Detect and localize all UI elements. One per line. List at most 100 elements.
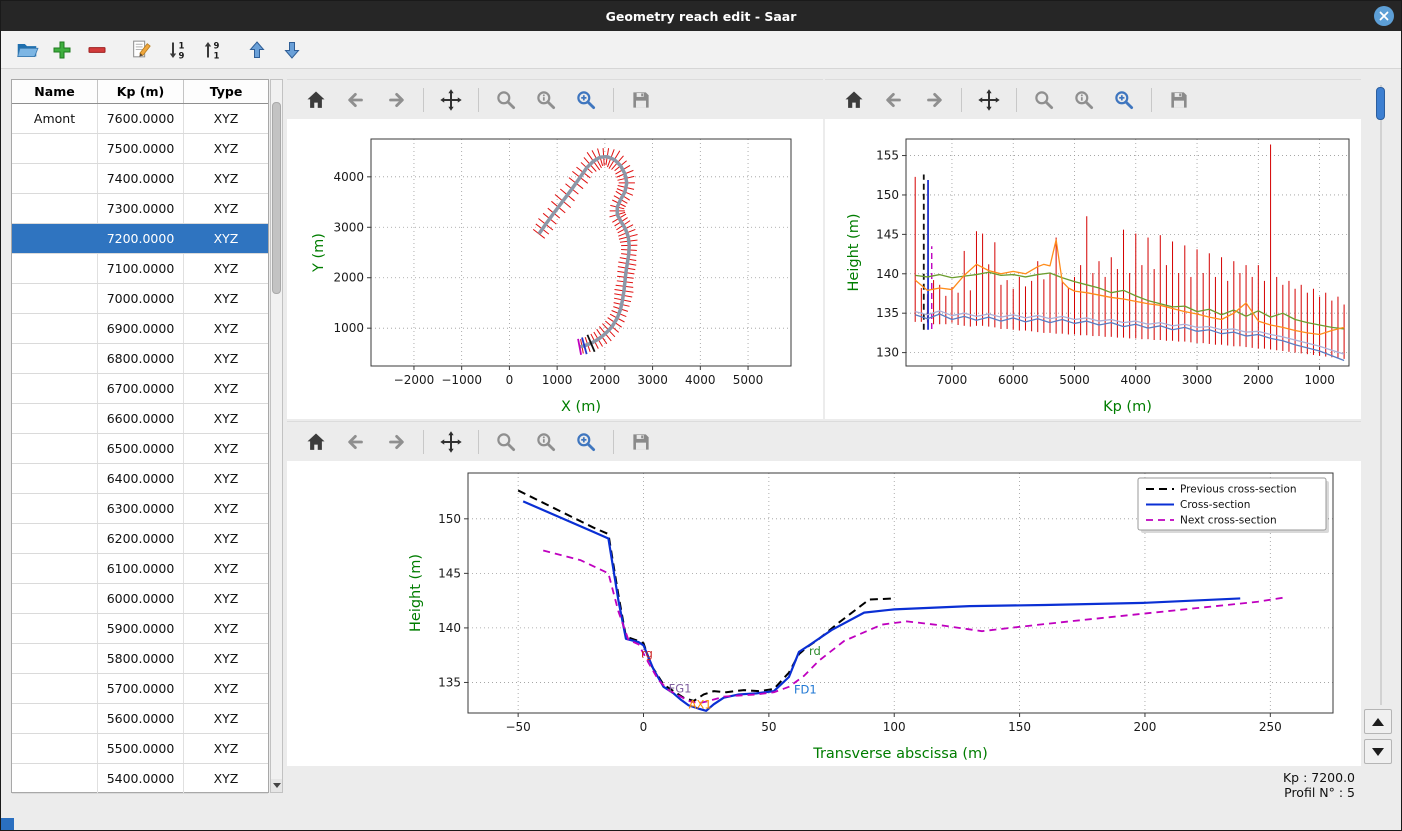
table-cell — [12, 584, 97, 613]
table-cell: 7500.0000 — [97, 134, 184, 163]
table-row[interactable]: 6800.0000 XYZ — [12, 344, 268, 374]
save-button[interactable] — [1166, 87, 1192, 113]
table-row[interactable]: 6900.0000 XYZ — [12, 314, 268, 344]
table-row[interactable]: Amont 7600.0000 XYZ — [12, 104, 268, 134]
pan-button[interactable] — [976, 87, 1002, 113]
table-cell: 5700.0000 — [97, 674, 184, 703]
table-row[interactable]: 7400.0000 XYZ — [12, 164, 268, 194]
previous-profile-button[interactable] — [1364, 709, 1392, 734]
table-row[interactable]: 6600.0000 XYZ — [12, 404, 268, 434]
table-cell: XYZ — [213, 531, 239, 546]
close-button[interactable] — [1374, 6, 1394, 26]
back-button[interactable] — [343, 87, 369, 113]
table-scrollbar-down-button[interactable] — [271, 779, 282, 792]
up-triangle-icon — [1372, 717, 1384, 726]
table-cell — [12, 494, 97, 523]
table-scrollbar-thumb[interactable] — [272, 102, 281, 294]
back-button[interactable] — [881, 87, 907, 113]
pan-button[interactable] — [438, 429, 464, 455]
table-cell — [12, 614, 97, 643]
table-row[interactable]: 5500.0000 XYZ — [12, 734, 268, 764]
move-down-button[interactable] — [278, 36, 305, 63]
forward-button[interactable] — [383, 87, 409, 113]
table-row[interactable]: 5600.0000 XYZ — [12, 704, 268, 734]
sort-descending-icon: 91 — [204, 41, 219, 61]
table-cell — [12, 344, 97, 373]
home-icon — [307, 90, 325, 108]
svg-text:140: 140 — [876, 267, 899, 281]
column-header-name[interactable]: Name — [34, 84, 75, 99]
remove-button[interactable] — [83, 36, 110, 63]
table-row[interactable]: 6400.0000 XYZ — [12, 464, 268, 494]
zoom-button[interactable] — [1031, 87, 1057, 113]
plan-view-figure[interactable]: −2000 −1000 0 1000 2000 3000 4000 5000 1000 2000 3… — [287, 119, 823, 419]
table-cell: 5800.0000 — [97, 644, 184, 673]
column-header-type[interactable]: Type — [209, 84, 243, 99]
table-row[interactable]: 6700.0000 XYZ — [12, 374, 268, 404]
save-button[interactable] — [628, 429, 654, 455]
table-row[interactable]: 7000.0000 XYZ — [12, 284, 268, 314]
table-row[interactable]: 6000.0000 XYZ — [12, 584, 268, 614]
open-button[interactable] — [13, 36, 40, 63]
table-row[interactable]: 6100.0000 XYZ — [12, 554, 268, 584]
table-cell — [12, 434, 97, 463]
table-row[interactable]: 6300.0000 XYZ — [12, 494, 268, 524]
cross-section-figure[interactable]: −50 0 50 100 150 200 250 135 140 145 150 Transverse… — [287, 461, 1361, 766]
svg-text:135: 135 — [876, 306, 899, 320]
svg-text:Next cross-section: Next cross-section — [1180, 515, 1277, 527]
column-header-kp[interactable]: Kp (m) — [97, 80, 184, 103]
forward-button[interactable] — [383, 429, 409, 455]
save-button[interactable] — [628, 87, 654, 113]
table-cell: XYZ — [213, 501, 239, 516]
table-row[interactable]: 5700.0000 XYZ — [12, 674, 268, 704]
toolbar-separator — [961, 87, 962, 112]
move-up-button[interactable] — [243, 36, 270, 63]
table-cell — [12, 254, 97, 283]
table-cell: XYZ — [213, 201, 239, 216]
table-row[interactable]: 7200.0000 XYZ — [12, 224, 268, 254]
table-row[interactable]: 5800.0000 XYZ — [12, 644, 268, 674]
right-slider-track[interactable] — [1380, 85, 1382, 705]
toolbar-separator — [1016, 87, 1017, 112]
pan-button[interactable] — [438, 87, 464, 113]
down-triangle-icon — [272, 783, 281, 788]
home-button[interactable] — [841, 87, 867, 113]
zoom-rect-button[interactable] — [1111, 87, 1137, 113]
table-row[interactable]: 7300.0000 XYZ — [12, 194, 268, 224]
table-row[interactable]: 7100.0000 XYZ — [12, 254, 268, 284]
table-scrollbar[interactable] — [270, 79, 283, 793]
zoom-rect-button[interactable] — [573, 429, 599, 455]
table-cell: 7600.0000 — [97, 104, 184, 133]
svg-text:FD1: FD1 — [794, 682, 817, 696]
forward-button[interactable] — [921, 87, 947, 113]
right-slider-thumb[interactable] — [1376, 87, 1385, 120]
zoom-info-button[interactable] — [533, 87, 559, 113]
longitudinal-profile-figure[interactable]: 7000 6000 5000 4000 3000 2000 1000 130 135 140 145… — [825, 119, 1361, 419]
table-row[interactable]: 6200.0000 XYZ — [12, 524, 268, 554]
svg-text:2000: 2000 — [590, 373, 621, 387]
zoom-button[interactable] — [493, 429, 519, 455]
back-button[interactable] — [343, 429, 369, 455]
next-profile-button[interactable] — [1364, 739, 1392, 764]
zoom-button[interactable] — [493, 87, 519, 113]
zoom-info-button[interactable] — [533, 429, 559, 455]
table-row[interactable]: 6500.0000 XYZ — [12, 434, 268, 464]
zoom-info-button[interactable] — [1071, 87, 1097, 113]
edit-button[interactable] — [128, 36, 155, 63]
add-button[interactable] — [48, 36, 75, 63]
home-button[interactable] — [303, 429, 329, 455]
zoom-rect-button[interactable] — [573, 87, 599, 113]
table-cell — [12, 134, 97, 163]
toolbar-separator — [1151, 87, 1152, 112]
table-cell — [12, 524, 97, 553]
status-profil: Profil N° : 5 — [1284, 785, 1355, 800]
table-row[interactable]: 5400.0000 XYZ — [12, 764, 268, 794]
table-cell: XYZ — [213, 351, 239, 366]
table-row[interactable]: 7500.0000 XYZ — [12, 134, 268, 164]
svg-text:Y (m): Y (m) — [311, 233, 327, 273]
home-button[interactable] — [303, 87, 329, 113]
pan-icon — [978, 88, 1000, 111]
table-row[interactable]: 5900.0000 XYZ — [12, 614, 268, 644]
